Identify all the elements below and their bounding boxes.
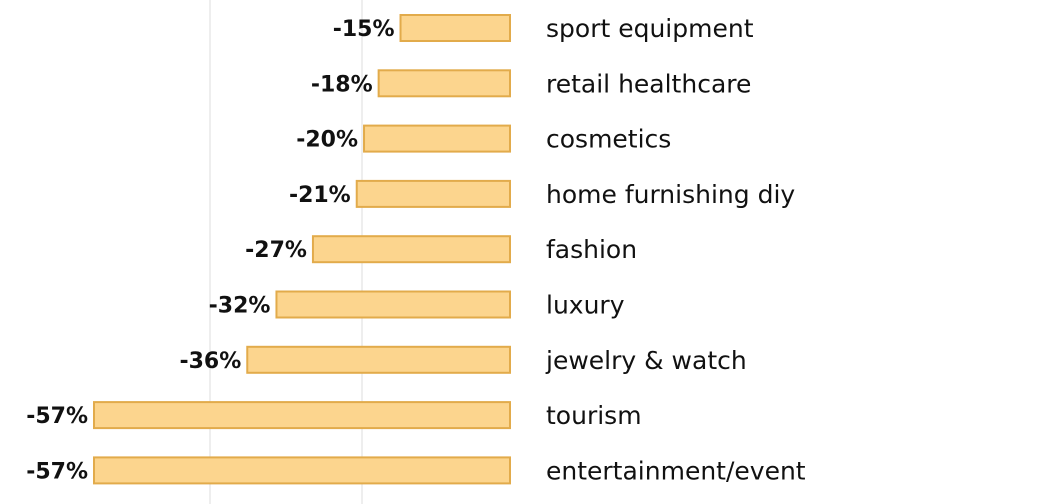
bar-1	[377, 69, 512, 98]
bar-6	[246, 345, 511, 374]
category-label-8: entertainment/event	[546, 456, 806, 485]
value-label-4: -27%	[245, 238, 307, 263]
category-labels: sport equipment retail healthcare cosmetic…	[545, 14, 806, 485]
bars	[93, 14, 512, 485]
value-label-8: -57%	[26, 459, 88, 484]
value-label-0: -15%	[333, 17, 395, 42]
bar-7	[93, 401, 511, 430]
category-label-6: jewelry & watch	[545, 346, 747, 375]
bar-0	[399, 14, 511, 42]
category-label-2: cosmetics	[546, 125, 671, 154]
value-label-1: -18%	[311, 72, 373, 97]
value-label-6: -36%	[179, 349, 241, 374]
value-label-2: -20%	[296, 128, 358, 153]
bar-2	[363, 124, 511, 153]
value-labels: -15% -18% -20% -21% -27% -32% -36% -57% -57%	[26, 17, 394, 484]
category-label-1: retail healthcare	[546, 69, 751, 98]
bar-3	[355, 179, 511, 208]
bar-8	[93, 456, 511, 485]
category-label-0: sport equipment	[546, 14, 754, 43]
category-label-3: home furnishing diy	[546, 180, 795, 209]
bar-5	[275, 290, 511, 319]
bar-4	[311, 235, 511, 264]
value-label-3: -21%	[289, 183, 351, 208]
category-label-7: tourism	[546, 401, 642, 430]
category-label-5: luxury	[546, 291, 625, 320]
value-label-7: -57%	[26, 404, 88, 429]
value-label-5: -32%	[209, 294, 271, 319]
category-label-4: fashion	[546, 235, 637, 264]
